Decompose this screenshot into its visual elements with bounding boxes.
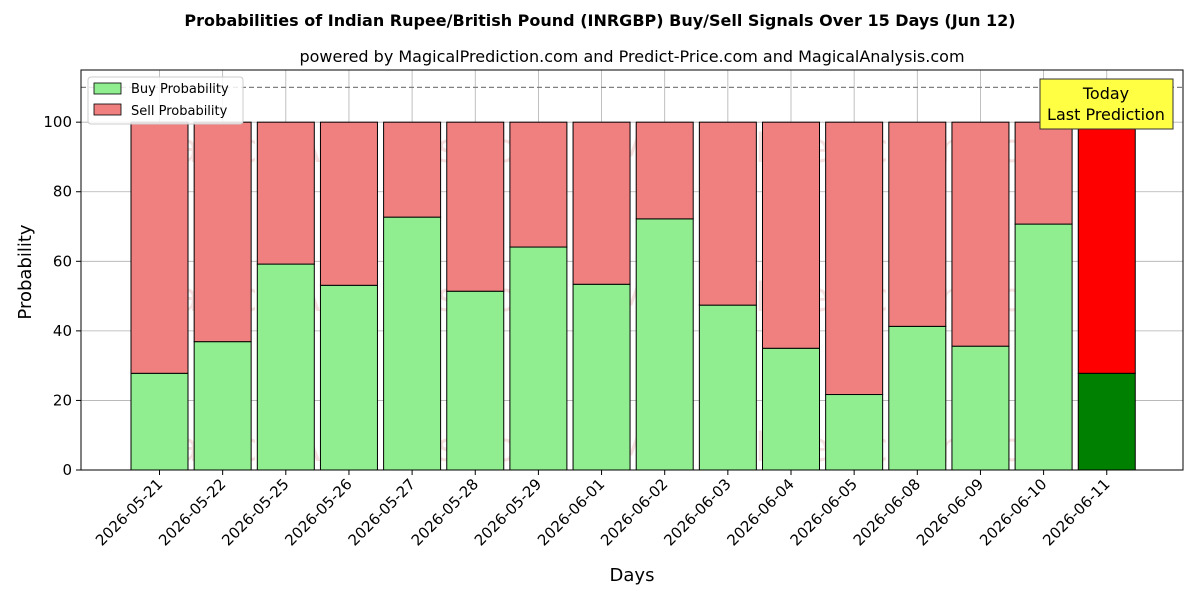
sell-bar (256, 121, 315, 265)
x-tick-label: 2026-05-25 (218, 475, 292, 549)
legend-sell-label: Sell Probability (131, 104, 228, 119)
sell-bar (698, 121, 757, 306)
sell-bar (509, 121, 568, 248)
x-tick-label: 2026-05-28 (408, 475, 482, 549)
legend-buy-label: Buy Probability (131, 82, 229, 97)
x-tick-label: 2026-06-03 (660, 475, 734, 549)
legend-buy-swatch (93, 82, 122, 95)
buy-bar (383, 216, 442, 471)
buy-bar (635, 218, 694, 471)
sell-bar (446, 121, 505, 292)
x-tick-label: 2026-06-08 (850, 475, 924, 549)
buy-bar (572, 283, 631, 471)
sell-bar (825, 121, 884, 396)
x-tick-label: 2026-05-29 (471, 475, 545, 549)
sell-bar (193, 121, 252, 343)
x-tick-label: 2026-06-01 (534, 475, 608, 549)
x-tick-label: 2026-05-26 (281, 475, 355, 549)
buy-bar (888, 325, 947, 471)
sell-bar (762, 121, 820, 349)
buy-bar (319, 284, 378, 471)
sell-bar (319, 121, 378, 286)
y-tick-label: 80 (53, 183, 72, 201)
y-axis-label: Probability (15, 224, 36, 319)
x-tick-label: 2026-06-11 (1039, 475, 1113, 549)
buy-bar (698, 304, 757, 471)
y-axis-ticks: 0 20 40 60 80 100 (43, 113, 81, 479)
legend-box (87, 76, 244, 125)
buy-bar (1077, 372, 1136, 471)
y-tick-label: 0 (62, 461, 72, 479)
buy-bar (256, 263, 315, 471)
sell-bar (383, 121, 442, 218)
today-annotation: Today Last Prediction (1039, 78, 1174, 130)
chart-subtitle: powered by MagicalPrediction.com and Pre… (299, 47, 964, 66)
x-tick-label: 2026-06-02 (597, 475, 671, 549)
today-annotation-box (1039, 78, 1174, 130)
plot-frame (80, 69, 1184, 471)
legend-sell-swatch (93, 103, 122, 116)
x-axis-label: Days (610, 565, 655, 586)
chart-title: Probabilities of Indian Rupee/British Po… (184, 11, 1015, 30)
x-tick-label: 2026-05-27 (345, 475, 419, 549)
buy-bar (762, 347, 820, 471)
x-tick-label: 2026-05-21 (92, 475, 166, 549)
y-tick-label: 20 (53, 391, 72, 409)
x-axis-ticks: 2026-05-212026-05-222026-05-252026-05-26… (92, 470, 1114, 549)
y-tick-label: 100 (43, 113, 72, 131)
buy-bar (825, 394, 884, 471)
x-tick-label: 2026-06-04 (723, 475, 797, 549)
buy-bar (1014, 223, 1073, 471)
x-tick-label: 2026-06-10 (976, 475, 1050, 549)
buy-bar (951, 345, 1010, 471)
today-annotation-line1: Today (1082, 84, 1129, 103)
x-tick-label: 2026-06-05 (787, 475, 861, 549)
sell-bar (951, 121, 1010, 347)
y-tick-label: 40 (53, 322, 72, 340)
bar-layer (130, 121, 1136, 471)
buy-bar (446, 290, 505, 471)
x-tick-label: 2026-05-22 (155, 475, 229, 549)
sell-bar (635, 121, 694, 220)
sell-bar (1014, 121, 1073, 225)
today-annotation-line2: Last Prediction (1047, 105, 1165, 124)
buy-bar (130, 372, 189, 471)
sell-bar (888, 121, 947, 327)
sell-bar (1077, 121, 1136, 374)
y-tick-label: 60 (53, 252, 72, 270)
buy-bar (193, 341, 252, 471)
buy-bar (509, 246, 568, 471)
legend: Buy Probability Sell Probability (87, 76, 244, 125)
sell-bar (130, 121, 189, 374)
sell-bar (572, 121, 631, 285)
x-tick-label: 2026-06-09 (913, 475, 987, 549)
